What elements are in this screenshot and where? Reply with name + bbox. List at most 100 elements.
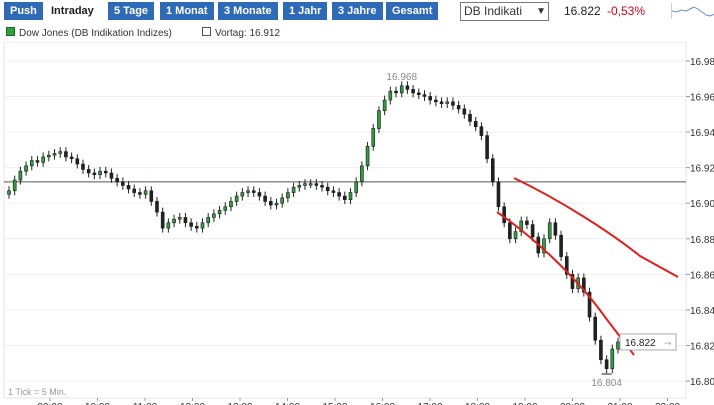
candle xyxy=(189,222,193,227)
candle xyxy=(12,179,17,192)
candle xyxy=(462,108,467,115)
candle xyxy=(439,101,444,104)
candle xyxy=(485,135,489,160)
candle xyxy=(303,183,307,186)
candle xyxy=(473,121,478,128)
tab-push[interactable]: Push xyxy=(4,2,43,20)
y-tick-label: 16.80 xyxy=(690,377,714,388)
candle xyxy=(308,183,313,186)
candle xyxy=(47,154,51,158)
candle xyxy=(331,190,336,193)
tick-footnote: 1 Tick = 5 Min. xyxy=(8,387,67,397)
tab-5-tage[interactable]: 5 Tage xyxy=(108,2,155,20)
candle xyxy=(160,211,165,229)
x-tick-label: 20:00 xyxy=(560,402,585,405)
candle xyxy=(519,220,524,232)
high-label: 16.968 xyxy=(386,72,417,83)
candle xyxy=(564,256,569,275)
candle xyxy=(223,206,228,211)
tab-intraday[interactable]: Intraday xyxy=(45,2,100,20)
candle xyxy=(115,178,119,183)
candle xyxy=(143,190,148,195)
candle xyxy=(58,151,63,154)
candle xyxy=(547,222,552,240)
x-tick-label: 11:00 xyxy=(133,402,158,405)
y-tick-label: 16.96 xyxy=(690,92,714,103)
candle xyxy=(166,222,171,229)
candle xyxy=(582,277,586,293)
candle xyxy=(530,224,535,238)
candle xyxy=(320,185,324,188)
candle xyxy=(274,202,279,206)
candle xyxy=(297,185,302,188)
candle xyxy=(52,153,57,156)
chevron-down-icon: ▼ xyxy=(536,6,546,17)
sparkline-thumbnail[interactable] xyxy=(671,3,714,19)
candle xyxy=(325,186,330,192)
y-tick-label: 16.94 xyxy=(690,128,714,139)
y-tick-label: 16.90 xyxy=(690,199,714,210)
candle xyxy=(269,201,273,206)
candle xyxy=(92,172,97,176)
candle xyxy=(286,192,290,199)
candle xyxy=(240,192,245,197)
legend-series-label: Dow Jones (DB Indikation Indizes) xyxy=(19,28,172,39)
candle xyxy=(343,195,347,200)
candle xyxy=(371,128,376,147)
y-tick-label: 16.88 xyxy=(690,235,714,246)
price-chart[interactable]: 16.98 16.96 16.94 16.92 16.90 16.88 16.86 16.84… xyxy=(0,42,714,405)
tab-1-monat[interactable]: 1 Monat xyxy=(160,2,214,20)
candle xyxy=(132,188,137,193)
candle xyxy=(103,170,108,174)
candle xyxy=(234,195,239,202)
x-tick-label: 09:00 xyxy=(37,402,62,405)
candle xyxy=(75,158,80,165)
index-select[interactable]: DB Indikati ▼ xyxy=(460,2,549,21)
tab-3-monate[interactable]: 3 Monate xyxy=(218,2,278,20)
series-swatch-icon xyxy=(6,27,15,36)
x-tick-label: 16:00 xyxy=(370,402,395,405)
candle xyxy=(251,190,256,193)
candle xyxy=(382,99,387,112)
candle xyxy=(348,192,353,200)
candle xyxy=(86,169,91,174)
lower-trendline xyxy=(496,211,635,356)
candle xyxy=(525,220,529,225)
candle xyxy=(206,217,211,224)
candle xyxy=(570,274,575,289)
candle xyxy=(41,156,45,163)
x-tick-label: 18:00 xyxy=(465,402,490,405)
candle xyxy=(212,213,216,218)
candle xyxy=(69,156,74,160)
candle xyxy=(394,90,398,94)
candle xyxy=(314,183,319,186)
y-tick-label: 16.98 xyxy=(690,57,714,68)
candle xyxy=(263,195,267,202)
legend-prev-close-label: Vortag: 16.912 xyxy=(215,28,281,39)
arrow-right-icon: → xyxy=(664,339,672,349)
candle xyxy=(177,217,182,220)
candle xyxy=(616,341,620,350)
candle xyxy=(126,185,131,190)
candle xyxy=(138,192,142,195)
candle xyxy=(604,359,609,369)
x-tick-label: 21:00 xyxy=(607,402,632,405)
low-label: 16.804 xyxy=(591,378,622,389)
candle xyxy=(411,89,415,94)
x-tick-label: 17:00 xyxy=(417,402,442,405)
candle xyxy=(121,181,125,186)
change-percent: -0,53% xyxy=(607,4,646,18)
tab-gesamt[interactable]: Gesamt xyxy=(386,2,439,20)
x-tick-label: 12:00 xyxy=(180,402,205,405)
candle xyxy=(109,172,114,179)
candle xyxy=(553,222,558,236)
candle xyxy=(257,192,262,197)
candle xyxy=(456,105,461,110)
upper-trendline xyxy=(513,177,679,278)
candle xyxy=(468,113,472,122)
candle xyxy=(98,170,102,176)
candle xyxy=(64,151,68,158)
tab-1-jahr[interactable]: 1 Jahr xyxy=(283,2,328,20)
candle xyxy=(513,231,518,240)
tab-3-jahre[interactable]: 3 Jahre xyxy=(332,2,383,20)
